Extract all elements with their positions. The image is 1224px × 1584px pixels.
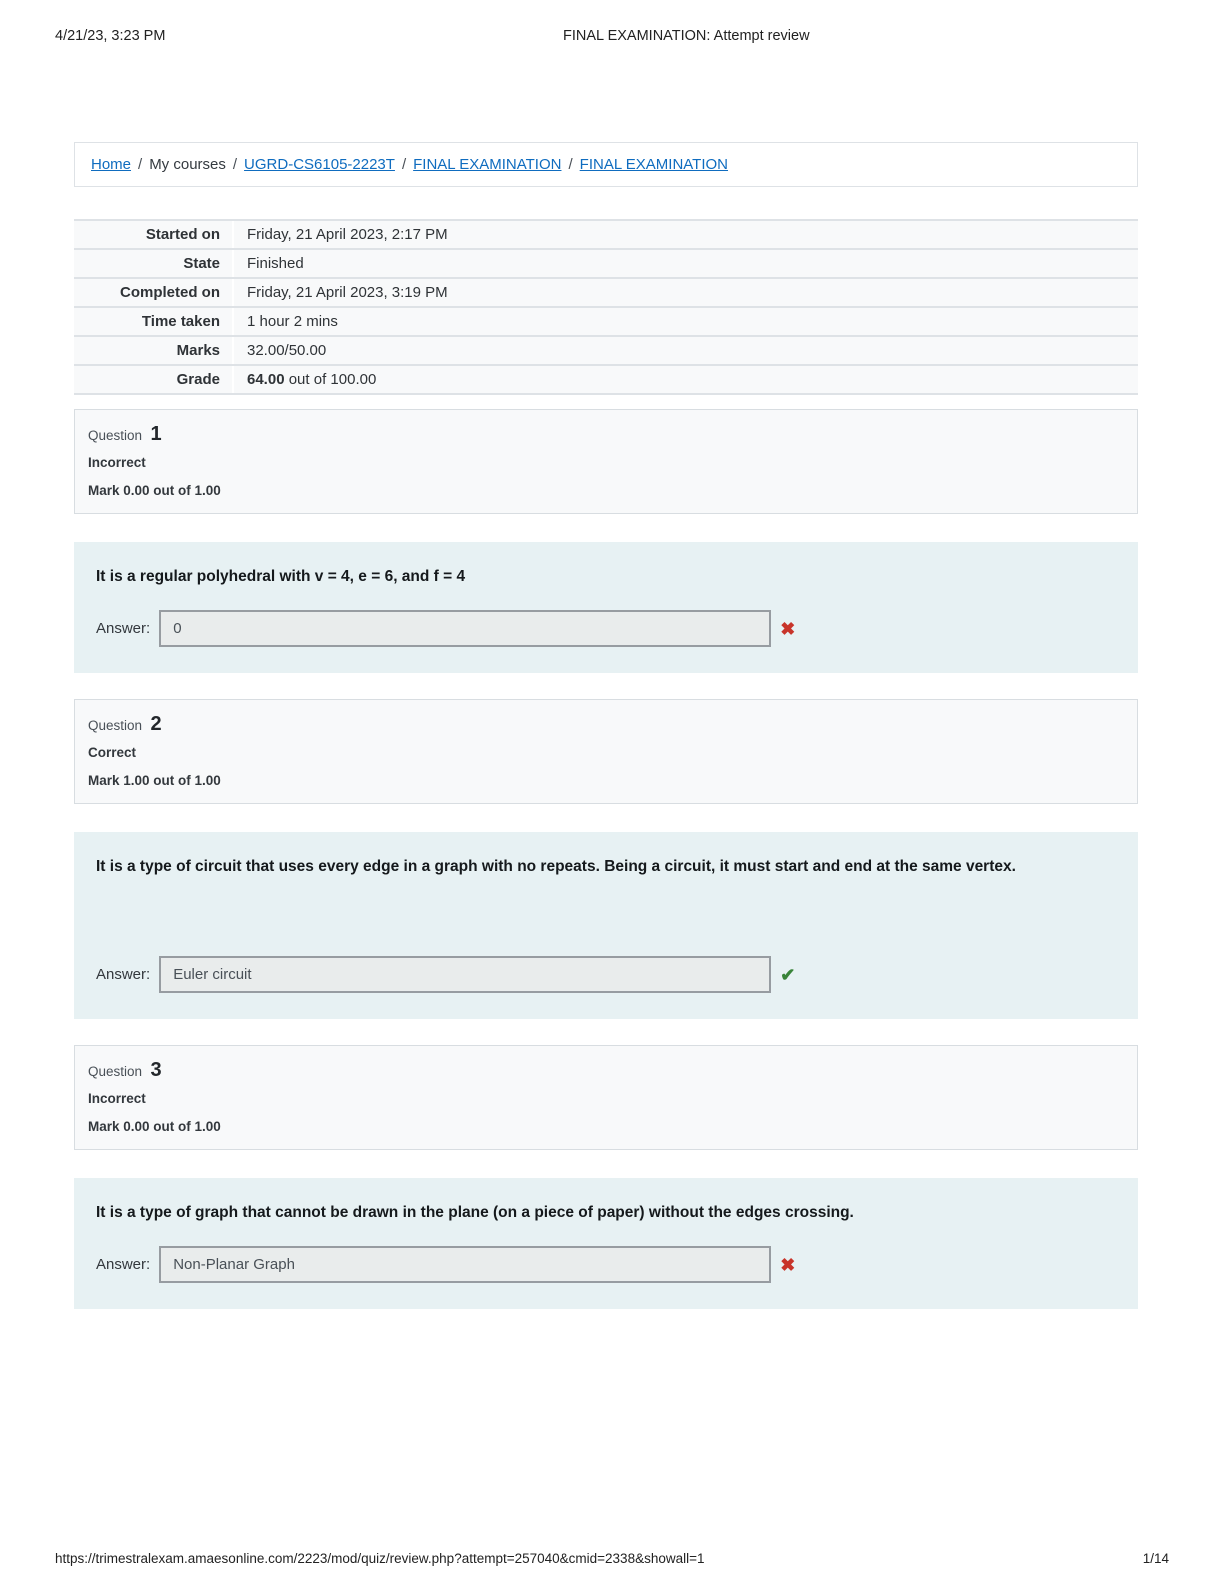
incorrect-icon: ✖	[780, 1254, 796, 1275]
summary-label: Completed on	[74, 279, 234, 306]
breadcrumb-attempt-link[interactable]: FINAL EXAMINATION	[579, 156, 729, 173]
question-number-row: Question 2	[88, 713, 1124, 736]
question-word: Question	[88, 718, 143, 733]
answer-row: Answer: ✖	[96, 610, 1116, 647]
print-footer: https://trimestralexam.amaesonline.com/2…	[55, 1551, 1169, 1566]
grade-value: 64.00	[247, 371, 285, 388]
breadcrumb-home-link[interactable]: Home	[91, 156, 132, 173]
answer-row: Answer: ✔	[96, 956, 1116, 993]
summary-row-time-taken: Time taken 1 hour 2 mins	[74, 308, 1138, 337]
summary-value: 64.00 out of 100.00	[234, 366, 1138, 393]
question-mark: Mark 0.00 out of 1.00	[88, 483, 221, 498]
question-1-info: Question 1 Incorrect Mark 0.00 out of 1.…	[74, 409, 1138, 514]
summary-label: Started on	[74, 221, 234, 248]
summary-row-marks: Marks 32.00/50.00	[74, 337, 1138, 366]
footer-url: https://trimestralexam.amaesonline.com/2…	[55, 1551, 705, 1566]
summary-row-completed: Completed on Friday, 21 April 2023, 3:19…	[74, 279, 1138, 308]
summary-row-grade: Grade 64.00 out of 100.00	[74, 366, 1138, 395]
answer-label: Answer:	[96, 620, 151, 637]
breadcrumb-separator: /	[568, 156, 573, 173]
question-number-row: Question 3	[88, 1059, 1124, 1082]
footer-page-number: 1/14	[1142, 1551, 1169, 1566]
answer-input[interactable]	[159, 610, 772, 647]
summary-value: 1 hour 2 mins	[247, 313, 338, 330]
summary-value: Friday, 21 April 2023, 2:17 PM	[247, 226, 448, 243]
question-3-content: It is a type of graph that cannot be dra…	[74, 1178, 1138, 1309]
breadcrumb-my-courses: My courses	[149, 156, 226, 173]
answer-row: Answer: ✖	[96, 1246, 1116, 1283]
breadcrumb-exam-link[interactable]: FINAL EXAMINATION	[413, 156, 562, 173]
question-state: Incorrect	[88, 1091, 146, 1106]
summary-value: 32.00/50.00	[247, 342, 327, 359]
question-number: 1	[150, 423, 162, 445]
question-state: Correct	[88, 745, 137, 760]
breadcrumb-course-link[interactable]: UGRD-CS6105-2223T	[244, 156, 395, 173]
summary-value: Friday, 21 April 2023, 3:19 PM	[247, 284, 448, 301]
question-mark: Mark 0.00 out of 1.00	[88, 1119, 221, 1134]
question-number: 2	[150, 713, 162, 735]
question-state: Incorrect	[88, 455, 146, 470]
answer-label: Answer:	[96, 1256, 151, 1273]
question-3-info: Question 3 Incorrect Mark 0.00 out of 1.…	[74, 1045, 1138, 1150]
question-text: It is a type of graph that cannot be dra…	[96, 1204, 854, 1221]
attempt-summary-table: Started on Friday, 21 April 2023, 2:17 P…	[74, 219, 1138, 395]
question-word: Question	[88, 1064, 143, 1079]
question-2-content: It is a type of circuit that uses every …	[74, 832, 1138, 1019]
breadcrumb-separator: /	[401, 156, 407, 173]
question-number-row: Question 1	[88, 423, 1124, 446]
incorrect-icon: ✖	[780, 618, 796, 639]
question-text: It is a regular polyhedral with v = 4, e…	[96, 568, 466, 585]
question-1-content: It is a regular polyhedral with v = 4, e…	[74, 542, 1138, 673]
answer-label: Answer:	[96, 966, 151, 983]
question-mark: Mark 1.00 out of 1.00	[88, 773, 221, 788]
summary-label: Marks	[74, 337, 234, 364]
summary-value: Finished	[247, 255, 304, 272]
question-number: 3	[150, 1059, 162, 1081]
print-title: FINAL EXAMINATION: Attempt review	[563, 28, 810, 44]
summary-label: Time taken	[74, 308, 234, 335]
breadcrumb: Home / My courses / UGRD-CS6105-2223T / FINAL …	[74, 142, 1138, 187]
summary-label: State	[74, 250, 234, 277]
main-content: Home / My courses / UGRD-CS6105-2223T / FINAL …	[74, 142, 1138, 1309]
summary-row-state: State Finished	[74, 250, 1138, 279]
answer-input[interactable]	[159, 956, 772, 993]
question-word: Question	[88, 428, 143, 443]
grade-scale: out of 100.00	[284, 371, 377, 388]
summary-row-started: Started on Friday, 21 April 2023, 2:17 P…	[74, 221, 1138, 250]
summary-label: Grade	[74, 366, 234, 393]
breadcrumb-separator: /	[232, 156, 238, 173]
question-text: It is a type of circuit that uses every …	[96, 858, 1016, 875]
breadcrumb-separator: /	[138, 156, 143, 173]
print-datetime: 4/21/23, 3:23 PM	[55, 28, 166, 44]
answer-input[interactable]	[159, 1246, 772, 1283]
print-header: 4/21/23, 3:23 PM FINAL EXAMINATION: Atte…	[55, 28, 1169, 44]
correct-icon: ✔	[780, 964, 796, 985]
question-2-info: Question 2 Correct Mark 1.00 out of 1.00	[74, 699, 1138, 804]
